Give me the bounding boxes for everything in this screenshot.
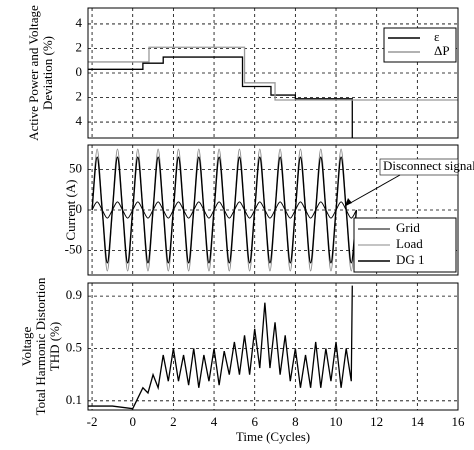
x-tick-label: 10 (330, 414, 343, 429)
legend-label: DG 1 (396, 252, 425, 267)
annotation-box (379, 158, 459, 176)
y-axis-label: Current (A) (63, 179, 78, 240)
x-tick-label: 16 (452, 414, 466, 429)
plot-frame (87, 144, 459, 276)
x-tick-label: 8 (292, 414, 299, 429)
y-tick-label: 0.9 (66, 287, 82, 302)
plot-frame (87, 7, 459, 139)
plot-area (91, 148, 358, 272)
y-axis-label: Deviation (%) (40, 36, 55, 110)
series-line (91, 156, 358, 264)
annotation: Disconnect signal (383, 158, 474, 173)
y-tick-label: 0.5 (66, 339, 82, 354)
plot-area (88, 285, 353, 410)
y-axis-label: Active Power and Voltage (26, 5, 41, 141)
plot-area (88, 46, 458, 138)
x-tick-label: 12 (370, 414, 383, 429)
x-tick-label: 14 (411, 414, 425, 429)
x-tick-label: 4 (211, 414, 218, 429)
y-tick-label: 2 (76, 39, 83, 54)
x-tick-label: 6 (251, 414, 258, 429)
annotation-arrow (344, 174, 401, 207)
y-tick-label: 0 (76, 64, 83, 79)
x-tick-label: 0 (129, 414, 136, 429)
y-axis-label: Voltage (19, 327, 34, 367)
legend-label: ε (434, 29, 440, 44)
x-axis-label: Time (Cycles) (236, 429, 310, 444)
y-tick-label: 0.1 (66, 392, 82, 407)
legend-label: ΔP (434, 43, 450, 58)
series-line (88, 56, 353, 138)
y-axis-label: THD (%) (47, 322, 62, 371)
series-line (88, 46, 458, 101)
y-tick-label: 4 (76, 113, 83, 128)
y-tick-label: 0 (76, 201, 83, 216)
y-tick-label: 4 (76, 15, 83, 30)
x-tick-label: -2 (87, 414, 98, 429)
legend-label: Load (396, 236, 423, 251)
legend-box (383, 27, 457, 63)
legend-label: Grid (396, 220, 420, 235)
plot-frame (87, 282, 459, 411)
y-tick-label: 2 (76, 89, 83, 104)
x-tick-label: 2 (170, 414, 177, 429)
y-axis-label: Total Harmonic Distortion (33, 277, 48, 415)
series-line (88, 285, 353, 410)
arrow-head (345, 198, 352, 206)
y-tick-label: 50 (69, 160, 82, 175)
y-tick-label: -50 (65, 242, 82, 257)
